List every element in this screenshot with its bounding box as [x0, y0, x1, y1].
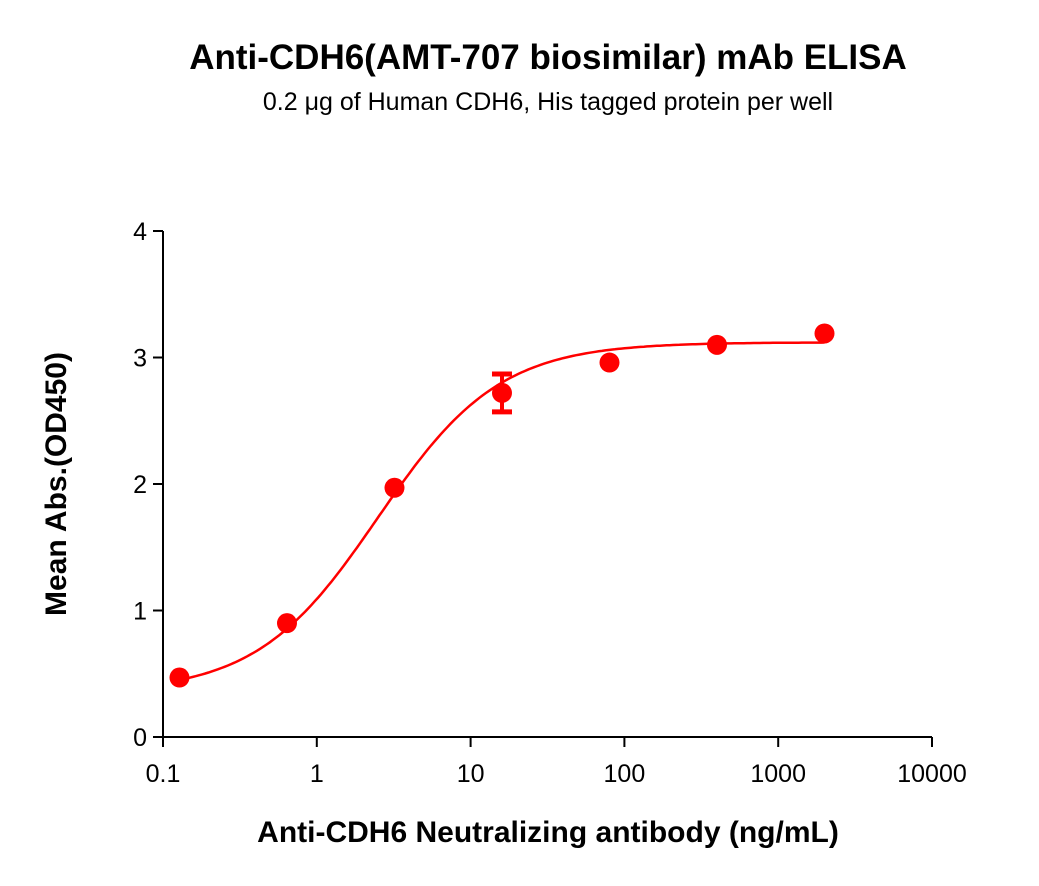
x-tick-label: 1	[310, 760, 324, 788]
x-tick-label: 1000	[750, 760, 806, 788]
y-tick-label: 0	[133, 724, 147, 752]
x-tick-label: 10	[457, 760, 485, 788]
x-axis-label: Anti-CDH6 Neutralizing antibody (ng/mL)	[257, 816, 839, 849]
data-point	[706, 334, 727, 355]
y-axis-label: Mean Abs.(OD450)	[40, 352, 73, 616]
x-tick-label: 0.1	[146, 760, 181, 788]
chart-subtitle: 0.2 μg of Human CDH6, His tagged protein…	[262, 88, 834, 116]
y-tick-label: 4	[133, 218, 147, 246]
data-point	[384, 477, 405, 498]
data-point	[491, 382, 512, 403]
y-tick-label: 2	[133, 471, 147, 499]
data-point	[169, 667, 190, 688]
data-point	[276, 613, 297, 634]
y-tick-label: 3	[133, 345, 147, 373]
x-tick-label: 10000	[897, 760, 967, 788]
data-point	[599, 352, 620, 373]
chart-title: Anti-CDH6(AMT-707 biosimilar) mAb ELISA	[189, 38, 907, 77]
y-tick-label: 1	[133, 598, 147, 626]
data-point	[814, 323, 835, 344]
x-tick-label: 100	[604, 760, 646, 788]
